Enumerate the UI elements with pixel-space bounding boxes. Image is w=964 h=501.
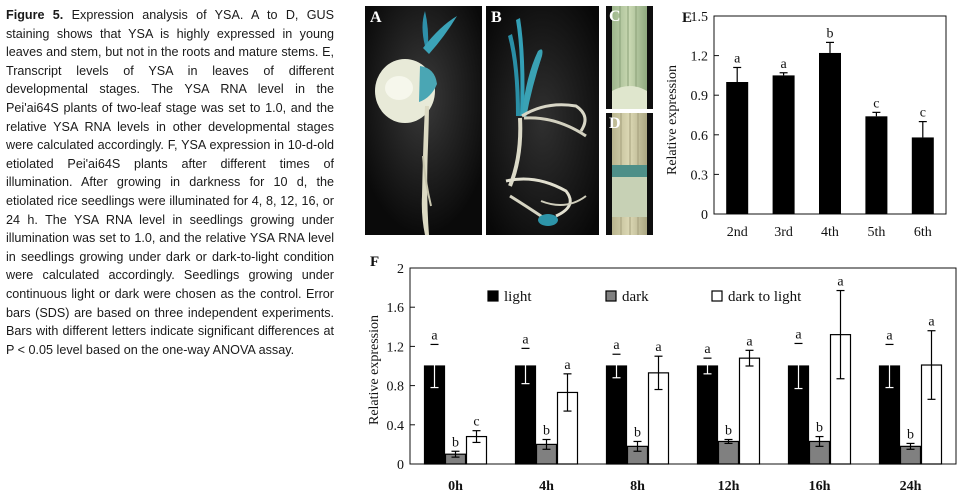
chart-f-bar (738, 357, 761, 465)
chart-f-significance-letter: a (431, 328, 438, 343)
photo-panel-c: C (606, 6, 653, 109)
chart-f-y-axis-label: Relative expression (367, 315, 382, 425)
figure-label: Figure 5. (6, 8, 64, 22)
chart-f-panel-label: F (370, 254, 379, 270)
photo-label-b: B (491, 9, 502, 26)
chart-e-bar (819, 52, 841, 215)
chart-f-legend-label: dark to light (728, 289, 802, 305)
chart-f-significance-letter: a (928, 315, 935, 330)
chart-f-y-tick-label: 0.4 (387, 419, 405, 434)
chart-f-legend-swatch (711, 290, 723, 302)
chart-f-y-tick-label: 2 (397, 262, 404, 277)
chart-f-y-tick-label: 0 (397, 458, 404, 473)
chart-f-y-tick-label: 1.6 (387, 301, 405, 316)
chart-f-bar (696, 365, 719, 465)
chart-e-significance-letter: c (920, 106, 926, 121)
stem-d-image (606, 113, 653, 235)
seedling-b-image (486, 6, 599, 235)
chart-f-significance-letter: b (452, 435, 459, 450)
caption-text: Expression analysis of YSA. A to D, GUS … (6, 8, 335, 357)
chart-e-y-tick-label: 1.2 (691, 50, 709, 65)
chart-e-y-tick-label: 0 (701, 208, 708, 223)
chart-f-significance-letter: b (907, 427, 914, 442)
chart-f-bar (717, 440, 740, 465)
photo-panel-b: B (486, 6, 599, 235)
chart-f-significance-letter: c (473, 415, 479, 430)
chart-e-significance-letter: a (734, 51, 741, 66)
chart-f-x-tick-label: 0h (448, 479, 463, 494)
chart-e-x-tick-label: 4th (821, 225, 839, 240)
chart-f-legend-swatch (487, 290, 499, 302)
chart-f-significance-letter: a (795, 327, 802, 342)
chart-e-x-tick-label: 6th (914, 225, 932, 240)
chart-f-significance-letter: b (543, 424, 550, 439)
stem-c-image (606, 6, 653, 109)
chart-f-significance-letter: a (837, 275, 844, 290)
photo-panel-a: A (365, 6, 482, 235)
chart-f-x-tick-label: 24h (900, 479, 922, 494)
chart-f-x-tick-label: 8h (630, 479, 645, 494)
chart-e-x-tick-label: 5th (867, 225, 885, 240)
chart-f-x-tick-label: 16h (809, 479, 831, 494)
chart-e-significance-letter: a (780, 57, 787, 72)
chart-f-legend-label: dark (622, 289, 649, 305)
chart-e-y-tick-label: 0.9 (691, 89, 709, 104)
chart-f-y-tick-label: 1.2 (387, 340, 405, 355)
chart-f-significance-letter: b (816, 421, 823, 436)
chart-f-significance-letter: a (886, 328, 893, 343)
chart-f-significance-letter: b (725, 424, 732, 439)
chart-f-legend-label: light (504, 289, 532, 305)
chart-e-bar (911, 137, 934, 214)
chart-f-significance-letter: a (564, 358, 571, 373)
chart-e-bar (865, 116, 888, 214)
chart-e-y-axis-label: Relative expression (665, 65, 680, 175)
seedling-a-image (365, 6, 482, 235)
chart-f-x-tick-label: 4h (539, 479, 554, 494)
chart-e-x-tick-label: 3rd (774, 225, 793, 240)
chart-f-significance-letter: b (634, 425, 641, 440)
chart-e-x-tick-label: 2nd (727, 225, 748, 240)
chart-e-bar (726, 82, 749, 214)
chart-e-panel-label: E (682, 10, 692, 26)
chart-e-significance-letter: b (827, 26, 834, 41)
photo-label-a: A (370, 9, 382, 26)
chart-f-significance-letter: a (613, 338, 620, 353)
chart-f-y-tick-label: 0.8 (387, 380, 405, 395)
chart-f-significance-letter: a (655, 340, 662, 355)
chart-f-significance-letter: a (746, 334, 753, 349)
chart-f: F Relative expression 0 0.4 0.8 1.2 1.6 2 ligh… (367, 254, 957, 494)
figure-caption: Figure 5. Expression analysis of YSA. A … (6, 6, 334, 359)
chart-e-bar (772, 75, 795, 215)
chart-e-y-tick-label: 1.5 (691, 10, 709, 25)
chart-f-legend-swatch (605, 290, 617, 302)
chart-f-x-tick-label: 12h (718, 479, 740, 494)
photo-label-d: D (609, 115, 621, 132)
photo-label-c: C (609, 8, 621, 25)
chart-e-y-tick-label: 0.6 (691, 129, 709, 144)
chart-f-frame (409, 267, 957, 465)
photo-panel-d: D (606, 113, 653, 235)
chart-f-bar (605, 365, 628, 465)
chart-e-significance-letter: c (873, 96, 879, 111)
chart-e-y-tick-label: 0.3 (691, 168, 709, 183)
chart-f-significance-letter: a (522, 332, 529, 347)
chart-e: E Relative expression 0 0.3 0.6 0.9 1.2 1.5 a 2… (665, 10, 947, 240)
chart-f-significance-letter: a (704, 342, 711, 357)
